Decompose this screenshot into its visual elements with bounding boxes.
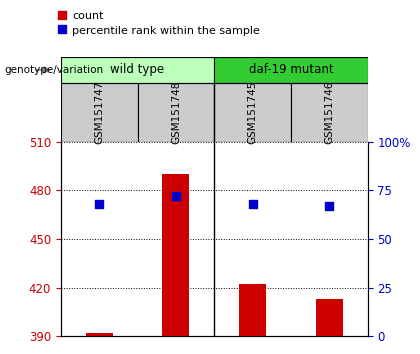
- Text: GSM151745: GSM151745: [247, 81, 257, 144]
- Bar: [138, 83, 214, 142]
- Bar: [316, 299, 343, 336]
- Bar: [86, 333, 113, 336]
- Bar: [163, 174, 189, 336]
- Bar: [61, 57, 214, 83]
- Title: GDS2549 / 182529_at: GDS2549 / 182529_at: [138, 124, 291, 138]
- Legend: count, percentile rank within the sample: count, percentile rank within the sample: [58, 11, 260, 35]
- Point: [249, 201, 256, 207]
- Text: genotype/variation: genotype/variation: [4, 65, 103, 75]
- Bar: [239, 284, 266, 336]
- Bar: [61, 83, 138, 142]
- Point: [173, 193, 179, 199]
- Point: [96, 201, 102, 207]
- Point: [326, 203, 333, 209]
- Text: wild type: wild type: [110, 63, 165, 76]
- Text: GSM151746: GSM151746: [324, 81, 334, 144]
- Text: daf-19 mutant: daf-19 mutant: [249, 63, 333, 76]
- Bar: [291, 83, 368, 142]
- Text: GSM151748: GSM151748: [171, 81, 181, 144]
- Bar: [214, 57, 368, 83]
- Text: GSM151747: GSM151747: [94, 81, 104, 144]
- Bar: [214, 83, 291, 142]
